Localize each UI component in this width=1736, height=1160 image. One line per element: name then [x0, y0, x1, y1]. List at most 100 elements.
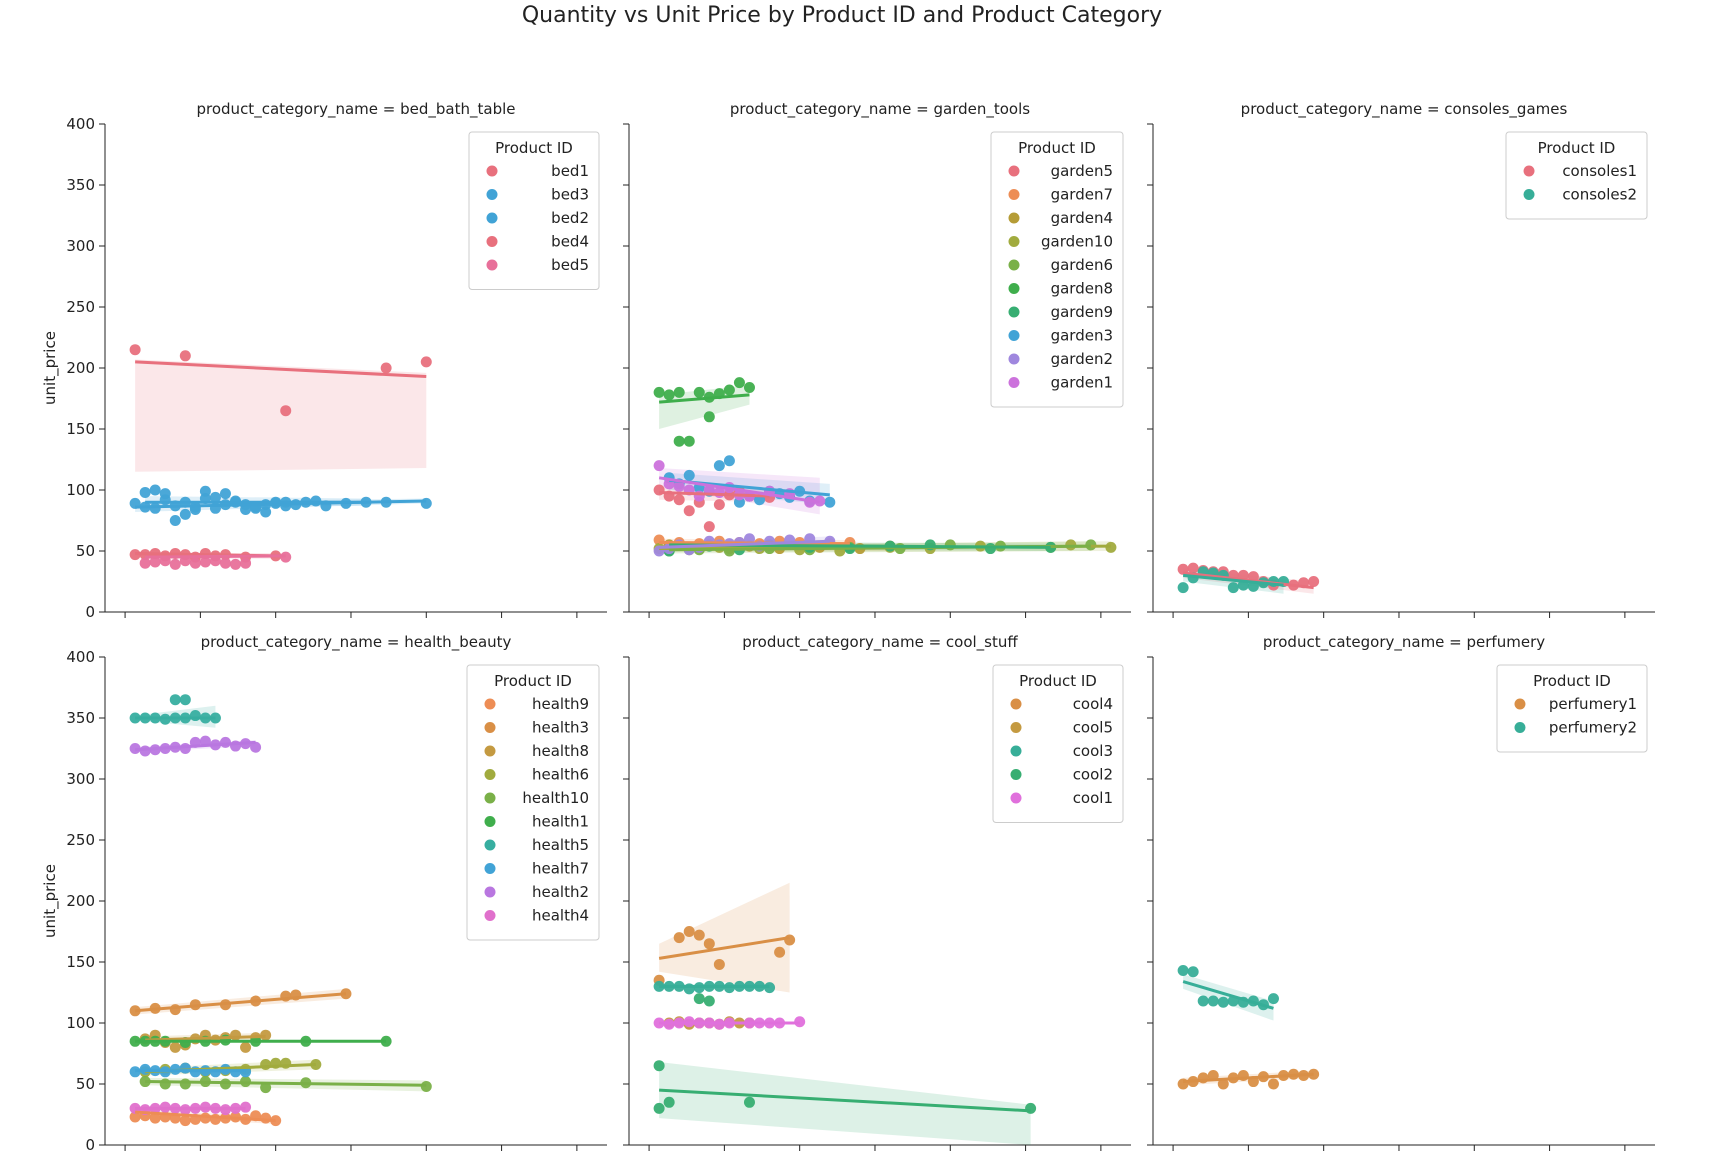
y-axis-label: unit_price	[41, 864, 60, 938]
data-point	[420, 356, 432, 368]
y-tick-label: 300	[66, 770, 95, 788]
data-point	[199, 1112, 211, 1124]
data-point	[723, 384, 735, 396]
data-point	[230, 1029, 242, 1041]
legend-marker	[1008, 283, 1020, 294]
legend-title: Product ID	[1538, 139, 1616, 157]
data-point	[673, 494, 685, 506]
legend-marker	[486, 259, 498, 271]
data-point	[713, 958, 725, 970]
legend-label: garden8	[1051, 280, 1113, 298]
legend-marker	[1008, 353, 1020, 365]
data-point	[159, 1078, 171, 1090]
legend-box	[992, 664, 1124, 823]
legend: Product ID cool4 cool5 cool3 cool2 cool1	[992, 664, 1124, 823]
legend-title: Product ID	[494, 672, 572, 690]
legend-label: garden5	[1051, 162, 1113, 180]
data-point	[169, 558, 181, 570]
legend-label: perfumery2	[1549, 719, 1637, 737]
data-point	[663, 1096, 675, 1108]
data-point	[683, 469, 695, 481]
legend-box	[468, 131, 600, 290]
legend-label: cool4	[1073, 695, 1113, 713]
legend-label: cool1	[1073, 789, 1113, 807]
data-point	[683, 435, 695, 447]
regression-line	[145, 1080, 427, 1087]
data-point	[1227, 582, 1239, 594]
data-point	[984, 543, 996, 555]
data-point	[139, 486, 151, 498]
data-point	[179, 508, 191, 520]
data-point	[693, 386, 705, 398]
regression-line	[135, 360, 427, 379]
plot-area	[653, 377, 1117, 557]
data-point	[693, 929, 705, 941]
data-point	[703, 938, 715, 950]
data-point	[260, 506, 272, 518]
legend-label: cool5	[1073, 719, 1113, 737]
legend-title: Product ID	[495, 139, 573, 157]
plot-area	[1177, 562, 1320, 594]
facet-title: product_category_name = garden_tools	[730, 100, 1030, 119]
data-point	[824, 496, 836, 508]
facet-title: product_category_name = cool_stuff	[742, 633, 1018, 652]
legend-label: bed4	[551, 233, 589, 251]
legend-marker	[1010, 722, 1022, 733]
legend-label: health2	[532, 883, 589, 901]
legend-label: bed3	[551, 186, 589, 204]
legend-marker	[1008, 212, 1020, 224]
facet-title: product_category_name = health_beauty	[201, 633, 512, 652]
legend-label: cool2	[1073, 766, 1113, 784]
regression-line	[659, 1088, 1031, 1113]
legend-marker	[486, 189, 498, 200]
legend-label: garden1	[1051, 374, 1113, 392]
y-tick-label: 150	[66, 420, 95, 438]
regression-line	[658, 936, 790, 960]
data-point	[653, 1102, 665, 1114]
legend-title: Product ID	[1019, 672, 1097, 690]
data-point	[209, 491, 221, 503]
data-point	[683, 926, 695, 937]
legend-marker	[1523, 189, 1535, 200]
data-point	[260, 1058, 272, 1070]
legend-label: health8	[532, 742, 589, 760]
data-point	[139, 745, 151, 757]
data-point	[179, 1115, 191, 1127]
data-point	[179, 1078, 191, 1090]
data-point	[1187, 966, 1199, 978]
data-point	[663, 389, 675, 401]
data-point	[673, 480, 685, 492]
confidence-band	[135, 359, 427, 472]
legend-marker	[1008, 330, 1020, 341]
data-point	[723, 455, 735, 467]
regression-line	[134, 992, 347, 1013]
legend-label: garden10	[1041, 233, 1113, 251]
legend-label: health3	[532, 719, 589, 737]
legend-label: garden9	[1051, 303, 1113, 321]
facet-panel: product_category_name = perfumery Product…	[1147, 633, 1655, 1151]
legend-label: bed5	[551, 256, 589, 274]
y-tick-label: 50	[76, 542, 95, 560]
legend: Product ID health9 health3 health8 health6 he…	[466, 664, 600, 941]
data-point	[169, 515, 181, 526]
data-point	[169, 1041, 181, 1053]
confidence-band	[659, 882, 790, 993]
data-point	[693, 993, 705, 1005]
data-point	[260, 1112, 272, 1124]
data-point	[1177, 582, 1189, 594]
legend-label: bed2	[551, 209, 589, 227]
regression-line	[659, 490, 770, 498]
legend-label: health5	[532, 836, 589, 854]
legend-marker	[1010, 698, 1022, 710]
y-tick-label: 100	[66, 1014, 95, 1032]
legend-label: health10	[522, 789, 589, 807]
y-tick-label: 250	[66, 831, 95, 849]
data-point	[1025, 1102, 1037, 1114]
data-point	[733, 377, 745, 389]
legend-label: bed1	[551, 162, 589, 180]
y-tick-label: 250	[66, 298, 95, 316]
data-point	[1197, 995, 1209, 1007]
data-point	[230, 558, 242, 570]
data-point	[149, 1112, 161, 1124]
legend: Product ID perfumery1 perfumery2	[1496, 664, 1648, 753]
